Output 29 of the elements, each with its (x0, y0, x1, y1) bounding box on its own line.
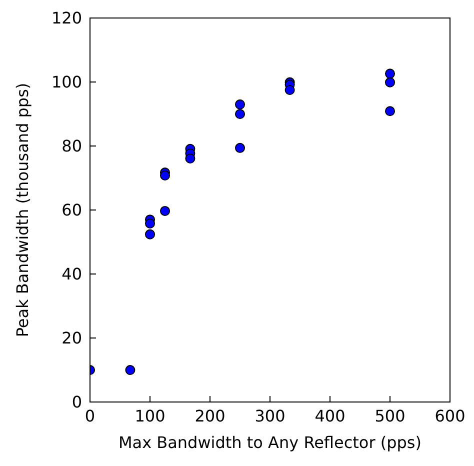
point (384, 68, 396, 79)
y-tick-label: 80 (62, 136, 82, 156)
x-tick-label: 0 (84, 406, 96, 426)
y-tick-label: 60 (62, 200, 82, 220)
y-tick-label: 100 (51, 72, 82, 92)
x-tick-label: 300 (254, 406, 286, 426)
y-tick-label: 40 (62, 264, 82, 284)
point (384, 106, 396, 116)
point (234, 108, 246, 120)
x-tick-label: 500 (374, 406, 406, 426)
y-tick-label: 120 (51, 8, 82, 28)
point (160, 170, 170, 180)
point (185, 153, 196, 164)
x-tick-label: 100 (134, 406, 166, 426)
x-tick-label: 400 (314, 406, 346, 426)
y-tick-label: 20 (62, 328, 82, 348)
point (144, 229, 156, 240)
y-axis-title: Peak Bandwidth (thousand pps) (13, 82, 32, 338)
y-tick-label: 0 (72, 392, 82, 412)
x-tick-label: 200 (194, 406, 226, 426)
point (384, 77, 396, 88)
point (160, 206, 170, 216)
x-tick-label: 600 (434, 406, 466, 426)
point (144, 218, 156, 228)
point (234, 99, 246, 110)
point (284, 84, 295, 96)
point (125, 364, 136, 376)
point (234, 142, 246, 153)
x-axis-title: Max Bandwidth to Any Reflector (pps) (118, 433, 422, 452)
